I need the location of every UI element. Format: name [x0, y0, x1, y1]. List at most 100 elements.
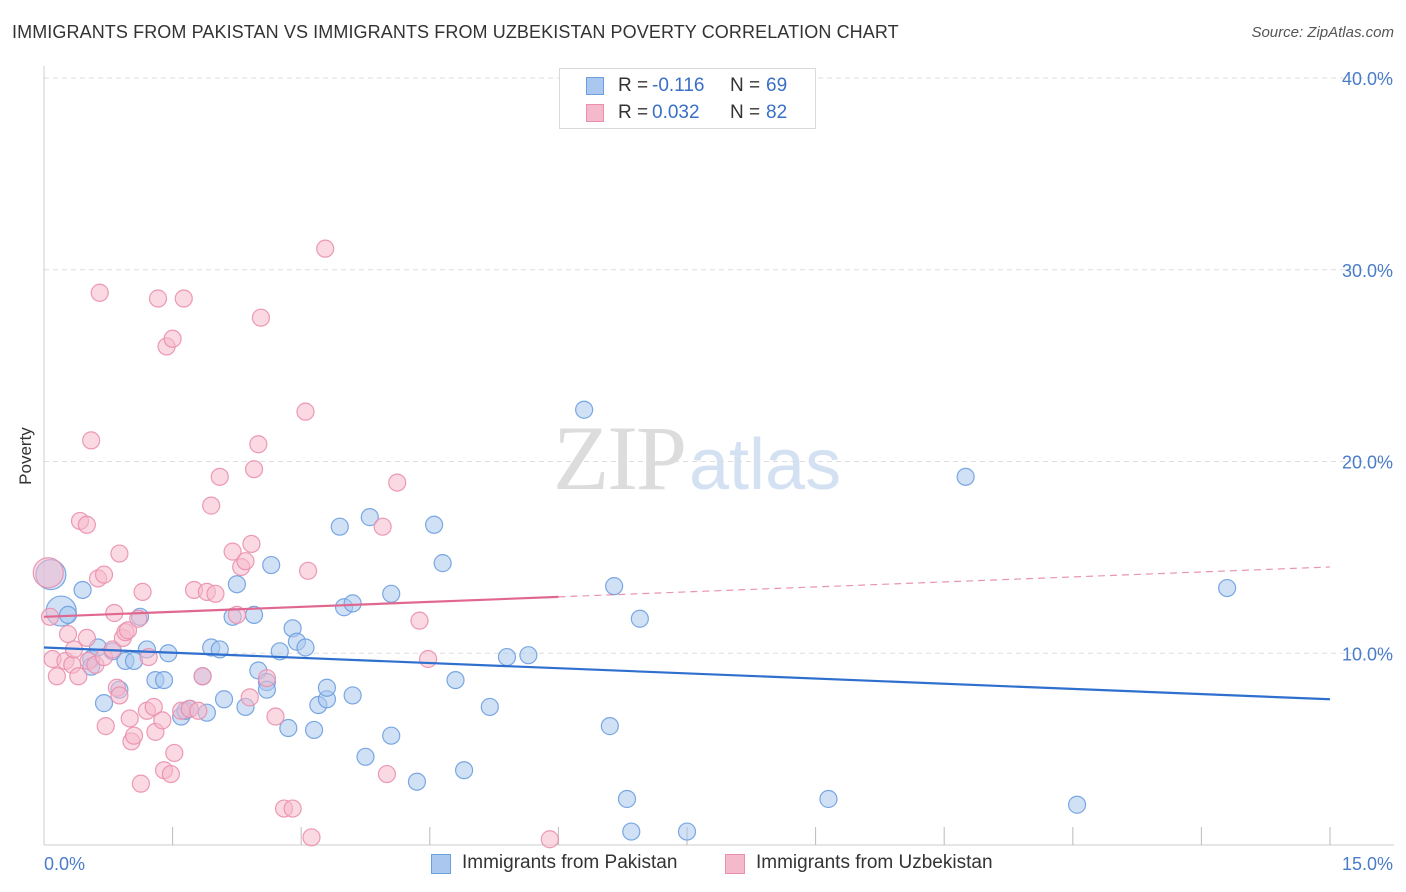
point-uzbekistan [124, 726, 144, 745]
point-uzbekistan [244, 460, 264, 479]
point-pakistan [227, 575, 246, 594]
point-uzbekistan [223, 542, 242, 561]
series-legend: Immigrants from Pakistan Immigrants from… [0, 852, 1406, 878]
tick-label-layer: 10.0% 20.0% 30.0% 40.0% 0.0% 15.0% [44, 69, 1393, 874]
point-uzbekistan [90, 283, 109, 302]
legend-n-value: 82 [766, 102, 788, 123]
point-pakistan [497, 647, 517, 667]
point-pakistan [407, 772, 427, 791]
chart-source: Source: ZipAtlas.com [1251, 24, 1394, 41]
point-pakistan [304, 720, 324, 740]
legend-r-label: R = [618, 75, 649, 96]
point-uzbekistan [283, 799, 302, 818]
point-pakistan [630, 609, 649, 628]
point-pakistan [605, 577, 624, 596]
point-uzbekistan [316, 239, 335, 258]
x-tick-label: 15.0% [1342, 854, 1393, 874]
point-pakistan [356, 747, 375, 766]
legend-swatch-uzbekistan [586, 104, 604, 122]
point-pakistan [382, 584, 401, 603]
point-uzbekistan [298, 561, 318, 580]
legend-n-value: 69 [766, 75, 788, 96]
legend-r-value: -0.116 [652, 75, 705, 96]
legend-label-uzbekistan: Immigrants from Uzbekistan [756, 852, 993, 873]
legend-n-label: N = [730, 75, 761, 96]
point-uzbekistan [373, 517, 392, 536]
point-uzbekistan [163, 329, 182, 348]
point-uzbekistan [540, 830, 559, 849]
point-uzbekistan [110, 686, 129, 705]
point-pakistan [360, 508, 379, 527]
point-pakistan [382, 726, 401, 745]
point-uzbekistan [418, 649, 438, 669]
point-uzbekistan [58, 624, 78, 644]
point-pakistan [433, 554, 452, 573]
chart-title: IMMIGRANTS FROM PAKISTAN VS IMMIGRANTS F… [12, 22, 899, 42]
point-uzbekistan [227, 605, 246, 625]
point-uzbekistan [120, 709, 139, 728]
legend-r-value: 0.032 [652, 102, 700, 123]
point-uzbekistan [202, 496, 221, 515]
point-uzbekistan [69, 667, 88, 686]
point-pakistan [575, 400, 594, 419]
point-uzbekistan [388, 473, 407, 492]
point-pakistan [154, 670, 174, 690]
y-tick-label: 40.0% [1342, 69, 1393, 89]
point-pakistan [270, 642, 289, 661]
point-pakistan [343, 594, 362, 613]
point-pakistan [1067, 795, 1087, 814]
point-uzbekistan [206, 584, 225, 603]
x-tick-label: 0.0% [44, 854, 85, 874]
legend-n-label: N = [730, 102, 761, 123]
point-uzbekistan [47, 667, 66, 686]
point-uzbekistan [129, 609, 148, 628]
trend-line-uzbekistan-dashed [558, 566, 1331, 598]
point-pakistan [600, 717, 619, 736]
point-pakistan [317, 678, 337, 697]
point-uzbekistan [266, 707, 285, 726]
point-pakistan [454, 761, 474, 780]
point-uzbekistan [240, 688, 259, 707]
point-uzbekistan [249, 435, 268, 454]
point-pakistan [214, 690, 234, 709]
point-uzbekistan [133, 582, 152, 601]
point-uzbekistan [165, 743, 184, 763]
point-uzbekistan [118, 621, 138, 640]
point-uzbekistan [302, 828, 321, 847]
y-tick-label: 30.0% [1342, 261, 1393, 281]
point-uzbekistan [236, 552, 255, 571]
point-uzbekistan [82, 431, 101, 450]
point-pakistan [622, 822, 641, 841]
point-pakistan [424, 515, 444, 534]
point-pakistan [617, 789, 637, 809]
legend-swatch-pakistan [431, 854, 451, 874]
correlation-legend: R = -0.116 N = 69 R = 0.032 N = 82 [559, 68, 816, 129]
point-pakistan [262, 555, 281, 575]
trend-line-uzbekistan [43, 595, 559, 618]
point-uzbekistan [131, 774, 150, 793]
point-uzbekistan [144, 697, 163, 717]
point-uzbekistan [148, 289, 168, 308]
axis-layer [43, 66, 1394, 846]
point-pakistan [330, 517, 349, 536]
point-uzbekistan [193, 667, 212, 686]
legend-label-pakistan: Immigrants from Pakistan [462, 852, 678, 873]
point-pakistan [296, 638, 315, 657]
point-pakistan [73, 580, 92, 600]
point-uzbekistan [94, 565, 114, 584]
point-pakistan [819, 789, 838, 809]
point-pakistan [446, 670, 465, 690]
point-pakistan [94, 694, 114, 713]
point-uzbekistan [377, 764, 397, 784]
point-uzbekistan [174, 289, 193, 308]
point-uzbekistan [32, 557, 64, 589]
point-uzbekistan [96, 717, 115, 736]
point-uzbekistan [110, 544, 129, 563]
point-uzbekistan [153, 711, 172, 730]
trend-line-pakistan [43, 646, 1331, 701]
point-pakistan [279, 718, 298, 738]
point-uzbekistan [161, 764, 180, 784]
point-uzbekistan [410, 611, 429, 630]
point-uzbekistan [257, 669, 277, 688]
